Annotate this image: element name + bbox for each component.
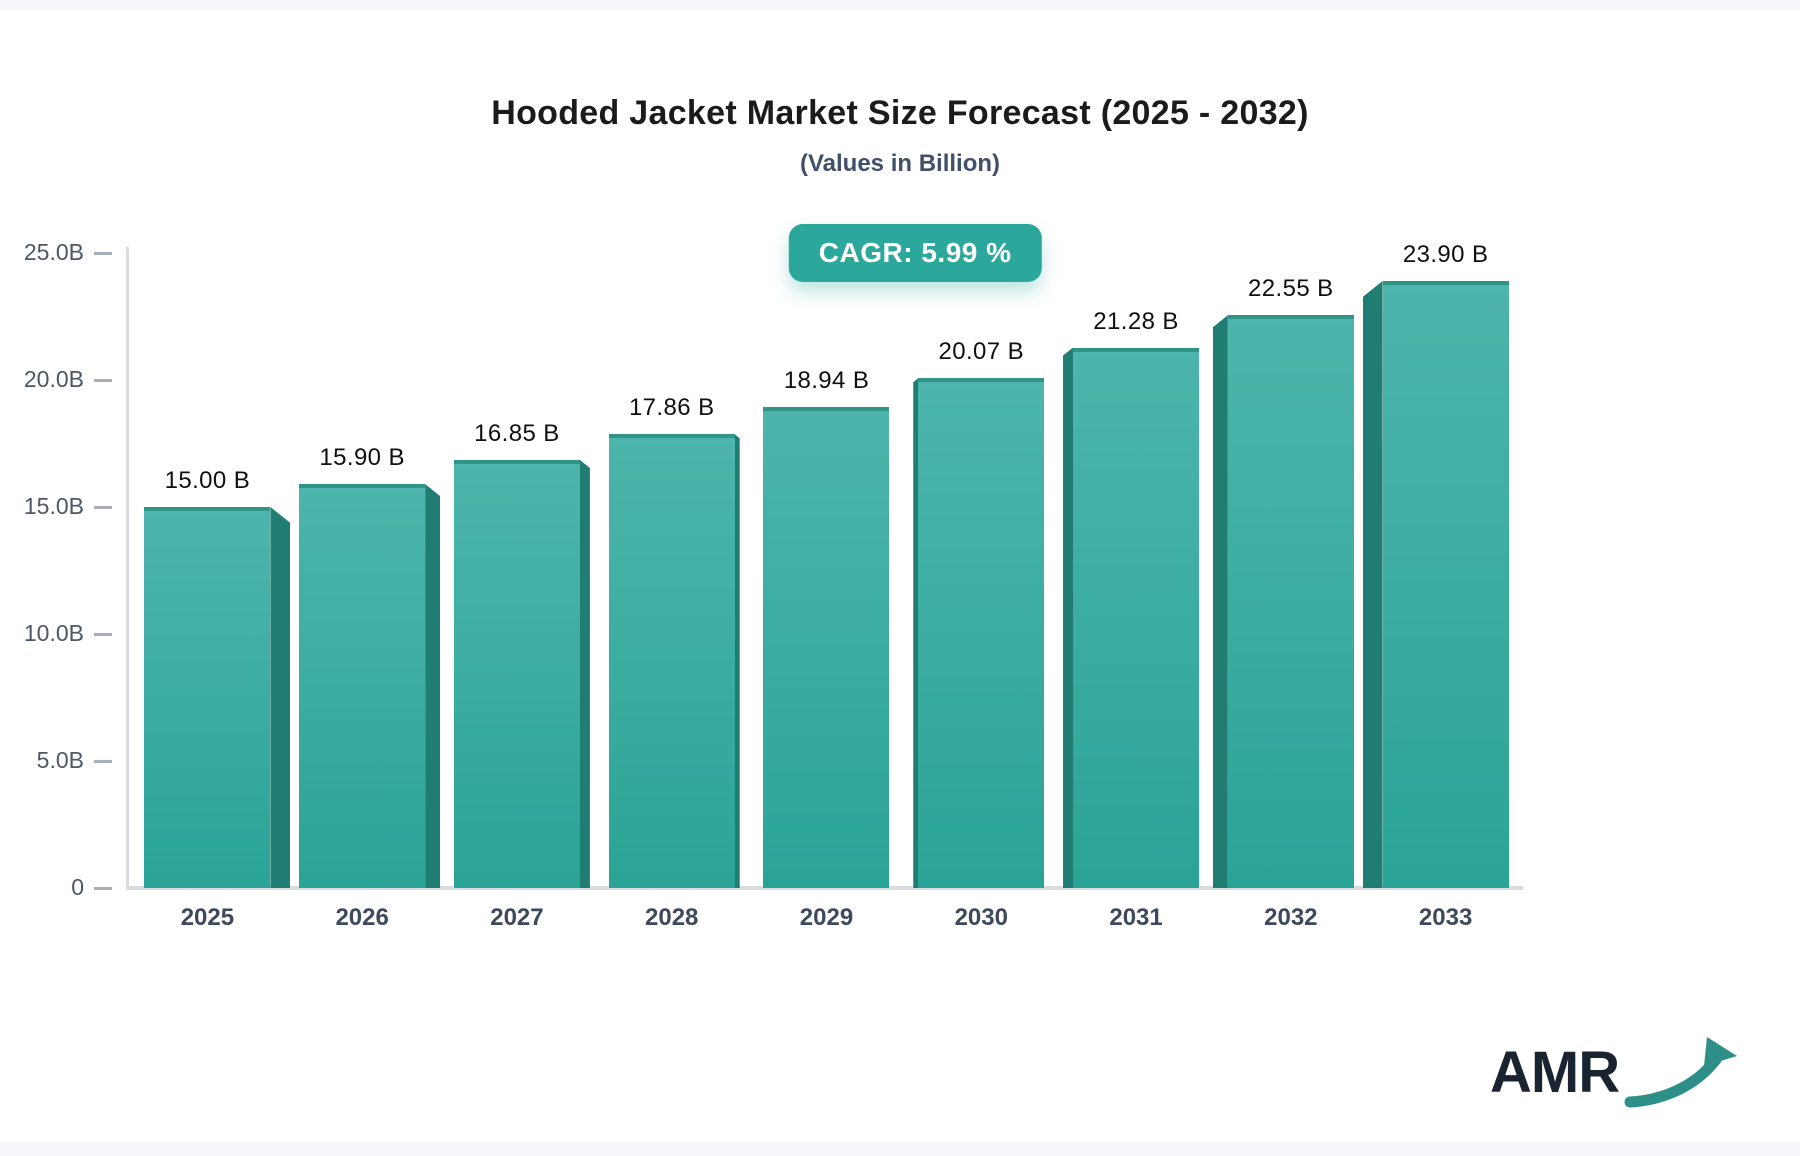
chart-subtitle: (Values in Billion) [799, 150, 1001, 177]
y-tick-dash [94, 886, 112, 890]
bar-3d-side [1362, 280, 1383, 888]
bar-value-label: 17.86 B [628, 394, 715, 422]
bar-value-label: 15.90 B [319, 444, 405, 472]
bar-group-2031: 21.28 B 2031 [1059, 253, 1214, 931]
y-tick-label: 0 [71, 874, 84, 900]
y-tick-label: 10.0B [23, 620, 84, 646]
bar-3d-side [1212, 315, 1228, 888]
bar-group-2025: 15.00 B 2025 [130, 253, 291, 931]
x-category-label: 2025 [180, 904, 235, 931]
y-tick-label: 25.0B [23, 239, 84, 265]
bar-group-2027: 16.85 B 2027 [440, 253, 595, 931]
logo-text: AMR [1490, 1040, 1619, 1105]
x-category-label: 2026 [335, 904, 389, 931]
x-category-label: 2028 [645, 904, 699, 931]
bar-3d-side [270, 507, 291, 888]
bar [144, 507, 271, 888]
y-tick-dash [94, 378, 112, 382]
plot-area: 25.0B 20.0B 15.0B 10.0B 5.0B 0 15.00 B 2025 15.9… [24, 239, 1523, 931]
x-category-label: 2032 [1264, 904, 1318, 931]
bar-3d-side [913, 378, 919, 888]
bar-value-label: 23.90 B [1402, 240, 1489, 268]
bar [1382, 280, 1509, 888]
bar-value-label: 16.85 B [474, 420, 560, 448]
x-category-label: 2031 [1109, 904, 1163, 931]
y-tick-dash [94, 251, 112, 255]
bar-group-2029: 18.94 B 2029 [749, 253, 904, 931]
x-category-label: 2033 [1418, 904, 1473, 931]
bar-3d-side [579, 460, 590, 888]
bar [608, 434, 735, 888]
bar [299, 484, 426, 888]
y-tick-dash [94, 632, 112, 636]
bar [1073, 347, 1200, 888]
y-tick-label: 15.0B [23, 493, 84, 519]
amr-logo: AMR [1490, 1037, 1737, 1108]
y-tick-label: 5.0B [36, 747, 84, 773]
bar-value-label: 22.55 B [1248, 275, 1334, 303]
cagr-badge: CAGR: 5.99 % [788, 224, 1042, 282]
x-category-label: 2030 [954, 904, 1008, 931]
y-tick-dash [94, 759, 112, 763]
bar-group-2028: 17.86 B 2028 [594, 253, 749, 931]
bar-3d-side [734, 434, 740, 888]
x-category-label: 2029 [799, 904, 854, 931]
bar-group-2032: 22.55 B 2032 [1212, 253, 1368, 931]
bar [1227, 315, 1354, 888]
bar [453, 460, 580, 888]
x-axis-baseline [126, 886, 1523, 890]
y-tick-label: 20.0B [23, 366, 84, 392]
bar-value-label: 18.94 B [783, 366, 870, 394]
bar [918, 378, 1045, 888]
bar-value-label: 21.28 B [1093, 307, 1179, 335]
bar-value-label: 20.07 B [938, 338, 1025, 366]
bar-group-2030: 20.07 B 2030 [904, 253, 1059, 931]
bar-group-2033: 23.90 B 2033 [1362, 241, 1523, 931]
chart-title: Hooded Jacket Market Size Forecast (2025… [491, 94, 1309, 132]
bar-value-label: 15.00 B [164, 467, 251, 494]
bar [763, 406, 890, 888]
bar-group-2026: 15.90 B 2026 [285, 253, 441, 931]
y-tick-dash [94, 505, 112, 509]
x-category-label: 2027 [490, 904, 544, 931]
bar-3d-side [425, 484, 441, 888]
y-axis-line [126, 247, 129, 890]
logo-arrow-head-icon [1704, 1037, 1737, 1066]
bar-3d-side [1063, 347, 1074, 888]
